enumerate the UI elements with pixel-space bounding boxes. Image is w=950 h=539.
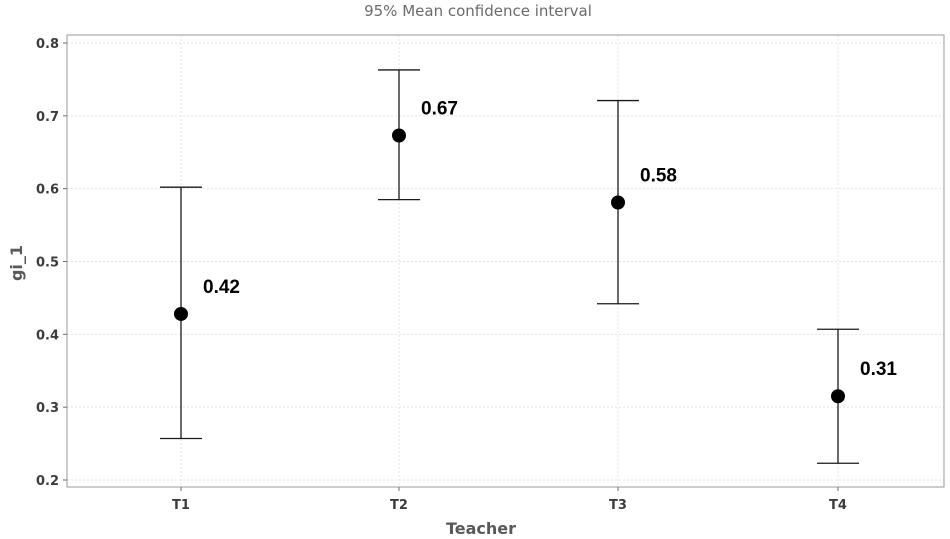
mean-point	[392, 128, 406, 143]
y-axis: 0.2 0.3 0.4 0.5 0.6 0.7 0.8	[36, 37, 67, 489]
data-label: 0.58	[640, 166, 677, 187]
mean-point	[611, 195, 625, 210]
grid	[67, 35, 944, 487]
ci-group: 0.31	[817, 328, 897, 464]
mean-point	[831, 389, 845, 404]
y-tick-label: 0.6	[36, 183, 59, 198]
x-axis-label: Teacher	[446, 519, 516, 538]
y-axis-label: gi_1	[7, 245, 26, 281]
x-tick-label: T3	[609, 498, 627, 513]
chart-title: 95% Mean confidence interval	[364, 2, 592, 20]
data-label: 0.67	[421, 98, 458, 119]
x-tick-label: T1	[172, 498, 190, 513]
y-tick-label: 0.7	[36, 110, 59, 125]
x-tick-label: T2	[390, 498, 408, 513]
y-tick-label: 0.3	[36, 401, 59, 416]
data-label: 0.42	[203, 277, 240, 298]
x-tick-label: T4	[829, 498, 847, 513]
y-tick-label: 0.4	[36, 328, 59, 343]
x-axis: T1 T2 T3 T4	[172, 487, 847, 513]
y-tick-label: 0.2	[36, 474, 59, 489]
ci-group: 0.67	[378, 69, 458, 201]
data-marks: 0.42 0.67 0.58 0.31	[160, 69, 897, 464]
data-label: 0.31	[860, 359, 897, 380]
mean-point	[174, 306, 188, 321]
ci-group: 0.42	[160, 186, 240, 440]
ci-group: 0.58	[597, 99, 677, 305]
y-tick-label: 0.5	[36, 256, 59, 271]
y-tick-label: 0.8	[36, 37, 59, 52]
